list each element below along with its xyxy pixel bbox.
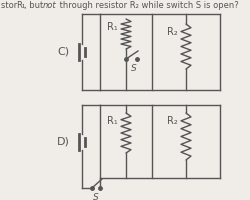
Text: S: S — [131, 64, 137, 73]
Text: R₁: R₁ — [107, 22, 118, 32]
Text: R₂: R₂ — [167, 27, 178, 37]
Text: R₁: R₁ — [16, 1, 25, 10]
Text: stor: stor — [1, 1, 20, 10]
Text: D): D) — [57, 136, 70, 146]
Text: , but: , but — [24, 1, 46, 10]
Text: R₁: R₁ — [107, 116, 118, 126]
Text: through resistor R₂ while switch S is open?: through resistor R₂ while switch S is op… — [57, 1, 239, 10]
Text: R₂: R₂ — [167, 116, 178, 126]
Text: not: not — [43, 1, 57, 10]
Text: S: S — [93, 193, 99, 200]
Text: C): C) — [58, 47, 70, 57]
